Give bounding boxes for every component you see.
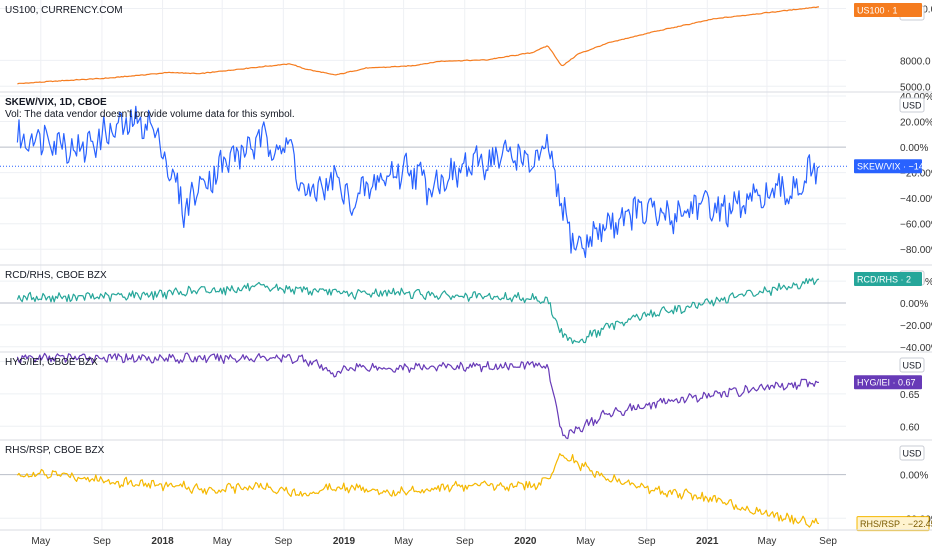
pane-title: US100, CURRENCY.COM: [5, 5, 123, 16]
series-line: [16, 352, 820, 440]
y-tick-label: 5000.0: [900, 82, 931, 93]
x-tick-label: Sep: [456, 536, 474, 547]
y-tick-label: −40.00%: [900, 343, 932, 354]
price-tag: [854, 3, 922, 17]
pane-note: Vol: The data vendor doesn't provide vol…: [5, 109, 295, 120]
series-line: [16, 453, 820, 528]
x-tick-label: 2018: [151, 536, 174, 547]
y-tick-label: 0.00%: [900, 471, 928, 482]
price-tag-text: HYG/IEI · 0.67: [857, 378, 916, 388]
series-lines: [0, 6, 848, 528]
currency-label: USD: [902, 361, 922, 371]
currency-badge: [899, 357, 925, 373]
y-tick-label: −20.00%: [900, 321, 932, 332]
price-tag-text: RCD/RHS · 2: [857, 274, 911, 284]
x-tick-label: May: [576, 536, 595, 547]
pane-labels: US100, CURRENCY.COM SKEW/VIX, 1D, CBOEVol…: [5, 5, 295, 456]
series-line: [16, 277, 820, 345]
x-tick-label: Sep: [638, 536, 656, 547]
y-tick-label: −80.00%: [900, 245, 932, 256]
y-tick-label: 8000.0: [900, 56, 931, 67]
time-axis: May Sep 2018 May Sep 2019 May Sep 2020 May Sep 2021…: [0, 529, 932, 547]
x-tick-label: May: [31, 536, 50, 547]
x-tick-label: May: [213, 536, 232, 547]
y-tick-label: 0.00%: [900, 143, 928, 154]
currency-badge: [899, 445, 925, 461]
x-tick-label: 2021: [696, 536, 719, 547]
pane-title: SKEW/VIX, 1D, CBOE: [5, 97, 107, 108]
pane-title: RCD/RHS, CBOE BZX: [5, 270, 107, 281]
x-tick-label: May: [394, 536, 413, 547]
price-tag: [854, 159, 922, 174]
x-tick-label: Sep: [819, 536, 837, 547]
x-tick-label: 2020: [514, 536, 537, 547]
price-tag: [856, 516, 930, 532]
y-tick-label: 20.00%: [900, 118, 932, 129]
grid: [0, 0, 932, 530]
series-line: [16, 105, 820, 258]
x-tick-label: 2019: [333, 536, 356, 547]
y-tick-label: −40.00%: [900, 194, 932, 205]
currency-label: USD: [902, 449, 922, 459]
y-tick-label: 0.60: [900, 422, 920, 433]
y-tick-label: −60.00%: [900, 220, 932, 231]
pane-title: RHS/RSP, CBOE BZX: [5, 445, 105, 456]
currency-badge: [899, 97, 925, 113]
y-tick-label: 0.65: [900, 390, 920, 401]
price-tag: [854, 271, 922, 286]
price-tag-text: US100 · 1: [857, 6, 898, 16]
x-tick-label: May: [757, 536, 776, 547]
x-tick-label: Sep: [274, 536, 292, 547]
y-tick-label: 0.00%: [900, 299, 928, 310]
price-tag: [854, 375, 922, 390]
x-tick-label: Sep: [93, 536, 111, 547]
price-tag-text: SKEW/VIX · −14.92%: [857, 162, 932, 172]
y-tick-label: −20.00%: [900, 169, 932, 180]
pane-title: HYG/IEI, CBOE BZX: [5, 357, 98, 368]
currency-label: USD: [902, 101, 922, 111]
series-line: [17, 6, 820, 85]
price-tag-text: RHS/RSP · −22.45%: [860, 519, 932, 529]
